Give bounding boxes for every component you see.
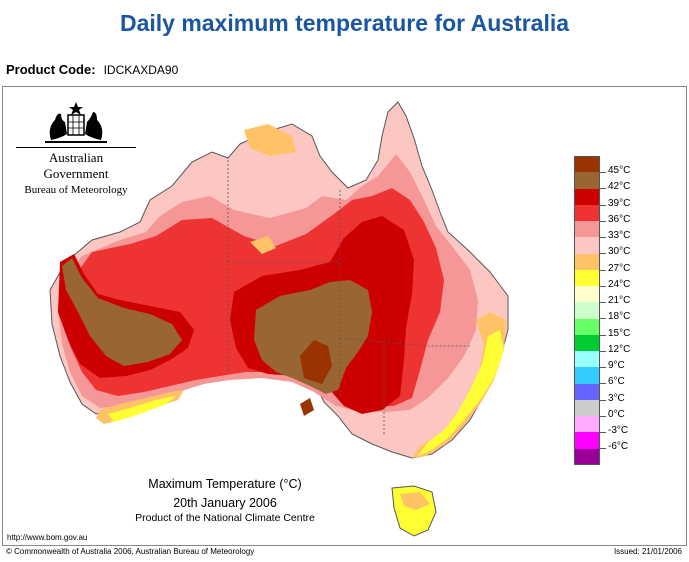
legend-label: 36°C — [608, 213, 631, 225]
legend-label: 9°C — [608, 360, 625, 371]
bom-logo: Australian Government Bureau of Meteorol… — [16, 100, 136, 196]
tasmania-27c — [400, 492, 430, 510]
legend-label: 18°C — [608, 311, 631, 323]
legend-tick — [600, 253, 606, 255]
issued-date: Issued: 21/01/2006 — [613, 547, 682, 556]
legend-swatch — [574, 156, 600, 173]
government-label: Australian Government — [43, 150, 109, 181]
zone-45c-south — [300, 398, 314, 416]
legend-swatch — [574, 302, 600, 319]
legend-swatch — [574, 269, 600, 286]
legend-swatch — [574, 253, 600, 270]
legend-swatch — [574, 432, 600, 449]
legend-tick — [600, 350, 606, 352]
legend-tick — [600, 237, 606, 238]
legend-swatch — [574, 367, 600, 384]
legend-label: 42°C — [608, 181, 631, 193]
zone-42c-west — [62, 258, 182, 366]
legend-tick — [600, 415, 606, 417]
legend-tick — [600, 448, 606, 450]
legend-tick — [600, 432, 606, 433]
legend-swatch — [574, 448, 600, 465]
legend-tick — [600, 367, 606, 368]
zone-24c-sw — [108, 396, 176, 422]
legend-label: 12°C — [608, 343, 631, 355]
legend-label: 15°C — [608, 327, 631, 339]
legend-swatch — [574, 221, 600, 238]
legend-swatch — [574, 237, 600, 254]
commonwealth-coat-of-arms-icon — [45, 102, 107, 143]
legend-label: 6°C — [608, 376, 625, 388]
legend-label: 39°C — [608, 197, 631, 209]
zone-24c-se — [418, 330, 504, 456]
legend-tick — [600, 188, 606, 190]
legend-swatch — [574, 286, 600, 303]
zone-27c-north — [244, 124, 296, 156]
legend-swatch — [574, 383, 600, 400]
product-code: Product Code: IDCKAXDA90 — [6, 62, 178, 77]
legend-label: 3°C — [608, 392, 625, 404]
legend-tick — [600, 285, 606, 287]
legend-swatch — [574, 172, 600, 189]
page-title: Daily maximum temperature for Australia — [119, 10, 570, 36]
legend-tick — [600, 204, 606, 206]
legend-tick — [600, 302, 606, 303]
zone-42c-east — [254, 280, 372, 394]
zone-27c-inland — [250, 236, 276, 254]
legend-label: 33°C — [608, 230, 631, 241]
bureau-label: Bureau of Meteorology — [24, 184, 128, 196]
legend-label: 0°C — [608, 408, 625, 420]
legend-swatch — [574, 188, 600, 205]
legend-tick — [600, 269, 606, 271]
legend-swatch — [574, 334, 600, 351]
map-caption-date: 20th January 2006 — [173, 496, 277, 510]
legend-label: -3°C — [608, 425, 629, 436]
legend-label: -6°C — [608, 441, 629, 453]
logo-divider — [16, 147, 136, 148]
legend-label: 27°C — [608, 262, 631, 274]
legend-label: 45°C — [608, 165, 631, 176]
bom-url-link[interactable]: http://www.bom.gov.au — [7, 533, 88, 542]
legend-tick — [600, 334, 606, 336]
legend-swatch — [574, 416, 600, 433]
legend-tick — [600, 318, 606, 320]
legend-tick — [600, 383, 606, 385]
product-code-value: IDCKAXDA90 — [103, 63, 179, 77]
product-code-label: Product Code: — [6, 62, 96, 77]
legend-swatch — [574, 351, 600, 368]
state-borders — [227, 160, 470, 436]
map-caption-title: Maximum Temperature (°C) — [148, 477, 302, 491]
legend-tick — [600, 220, 606, 222]
legend-label: 30°C — [608, 246, 631, 258]
legend-swatch — [574, 399, 600, 416]
legend-tick — [600, 399, 606, 401]
legend-swatch — [574, 204, 600, 221]
zone-45c — [300, 340, 332, 384]
legend-label: 24°C — [608, 278, 631, 290]
legend-swatch — [574, 318, 600, 335]
copyright-notice: © Commonwealth of Australia 2006, Austra… — [6, 547, 255, 556]
map-caption-product: Product of the National Climate Centre — [135, 512, 315, 524]
legend-label: 21°C — [608, 295, 631, 306]
legend-tick — [600, 172, 606, 173]
